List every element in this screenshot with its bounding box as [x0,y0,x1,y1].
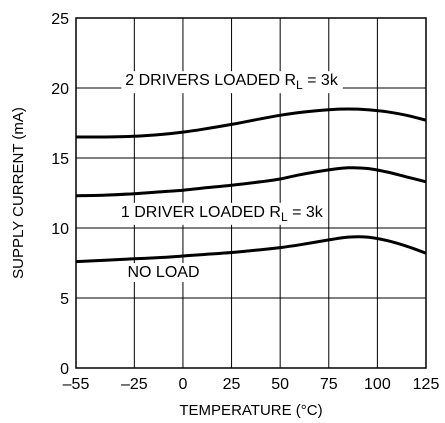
x-tick-label: 100 [364,376,391,393]
series-line-2 [75,166,427,198]
series-label-background [123,263,204,282]
x-tick-label: 75 [320,376,338,393]
series-label-3: NO LOAD [127,264,199,281]
series-label-1: 2 DRIVERS LOADED RL = 3k [125,72,339,92]
y-tick-label: 10 [51,221,69,238]
x-tick-label: –25 [121,376,148,393]
series-label-background [116,202,328,225]
plot-frame [75,17,427,369]
series-line-1 [75,107,427,139]
x-axis-title: TEMPERATURE (°C) [179,402,322,419]
x-tick-label: 125 [413,376,440,393]
x-tick-label: –55 [63,376,90,393]
series-line-3 [75,235,427,264]
y-tick-label: 25 [51,11,69,28]
y-tick-label: 15 [51,151,69,168]
y-axis-title: SUPPLY CURRENT (mA) [10,107,27,279]
y-tick-label: 20 [51,81,69,98]
series-label-background [121,71,343,94]
x-tick-label: 0 [178,376,187,393]
y-tick-label: 5 [60,291,69,308]
x-tick-label: 25 [223,376,241,393]
y-tick-label: 0 [60,361,69,378]
x-tick-label: 50 [271,376,289,393]
series-label-2: 1 DRIVER LOADED RL = 3k [121,204,324,224]
